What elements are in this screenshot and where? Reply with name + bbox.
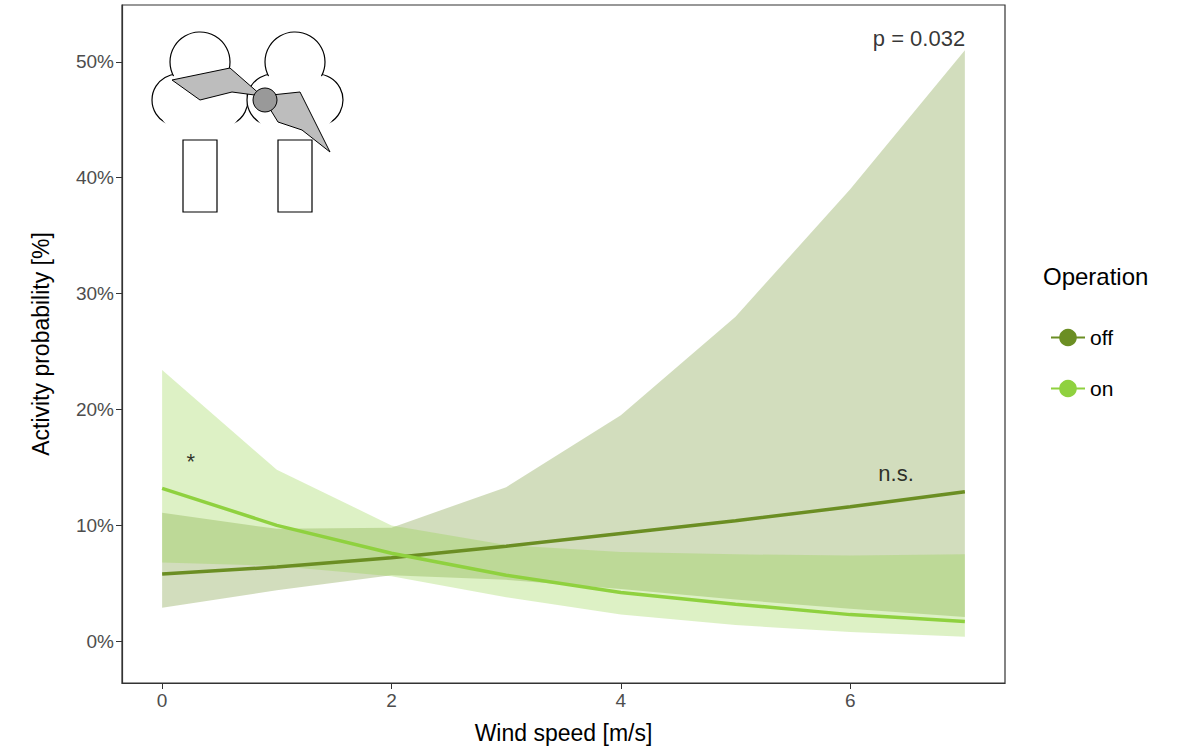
svg-text:40%: 40% bbox=[76, 167, 114, 188]
svg-text:on: on bbox=[1090, 377, 1113, 400]
svg-text:*: * bbox=[187, 449, 196, 474]
svg-text:30%: 30% bbox=[76, 283, 114, 304]
svg-text:n.s.: n.s. bbox=[878, 461, 913, 486]
svg-text:20%: 20% bbox=[76, 399, 114, 420]
svg-text:Wind speed [m/s]: Wind speed [m/s] bbox=[475, 720, 653, 746]
svg-text:50%: 50% bbox=[76, 51, 114, 72]
svg-text:off: off bbox=[1090, 326, 1113, 349]
svg-text:Operation: Operation bbox=[1043, 263, 1148, 290]
svg-text:0: 0 bbox=[157, 690, 168, 711]
svg-text:10%: 10% bbox=[76, 515, 114, 536]
svg-text:6: 6 bbox=[845, 690, 856, 711]
svg-text:2: 2 bbox=[386, 690, 397, 711]
svg-text:0%: 0% bbox=[87, 631, 115, 652]
svg-text:Activity probability [%]: Activity probability [%] bbox=[28, 232, 54, 456]
svg-text:p = 0.032: p = 0.032 bbox=[873, 26, 965, 51]
svg-text:4: 4 bbox=[616, 690, 627, 711]
